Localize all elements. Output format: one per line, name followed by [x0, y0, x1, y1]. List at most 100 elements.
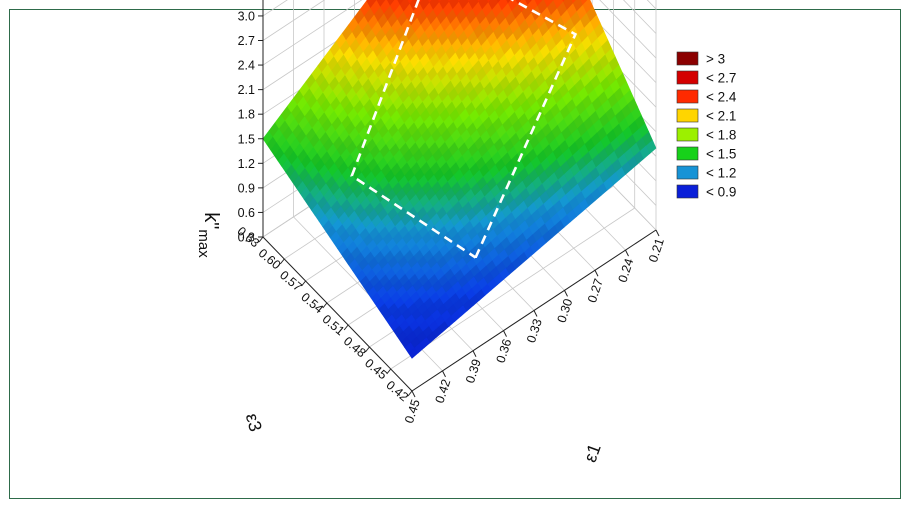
- z-axis-label-sub: max: [195, 229, 212, 258]
- z-tick-label: 1.8: [238, 108, 255, 122]
- epsilon1-tick: [655, 229, 660, 237]
- legend-label: < 1.2: [706, 166, 736, 181]
- surface-cell: [397, 0, 404, 5]
- epsilon3-tick-label: 0.45: [362, 356, 390, 382]
- epsilon3-tick: [279, 258, 285, 265]
- legend-label: < 0.9: [706, 185, 736, 200]
- z-tick-label: 1.2: [238, 157, 255, 171]
- surface-cell: [370, 0, 381, 15]
- epsilon1-tick: [472, 350, 477, 357]
- response-surface: [262, 0, 657, 359]
- surface-cell: [543, 0, 554, 8]
- surface-cell: [438, 0, 441, 3]
- surface-cell: [468, 0, 479, 10]
- epsilon3-axis-line: [262, 236, 413, 392]
- epsilon1-tick: [411, 390, 416, 398]
- epsilon3-tick: [322, 302, 328, 309]
- surface-cell: [537, 0, 548, 14]
- surface-cell: [582, 0, 594, 14]
- epsilon1-tick-label: 0.45: [402, 398, 423, 426]
- epsilon1-tick-label: 0.42: [433, 377, 454, 405]
- epsilon3-tick-label: 0.57: [277, 268, 305, 294]
- surface-cell: [525, 0, 532, 5]
- epsilon1-tick-label: 0.30: [555, 297, 576, 325]
- surface-cell: [506, 0, 511, 4]
- surface-cell: [546, 0, 558, 16]
- surface-cell: [386, 0, 395, 6]
- surface-cell: [419, 0, 430, 11]
- surface-cell: [478, 0, 489, 10]
- epsilon1-tick: [533, 310, 538, 317]
- surface-cell: [497, 0, 509, 11]
- surface-cell: [458, 0, 470, 10]
- epsilon3-tick-label: 0.60: [256, 246, 284, 272]
- surface-cell: [534, 0, 543, 6]
- z-axis-label-main: k": [200, 212, 222, 229]
- z-tick-label: 2.1: [238, 83, 255, 97]
- surface-cell: [515, 0, 522, 4]
- z-tick-label: 2.7: [238, 34, 255, 48]
- epsilon1-tick: [503, 330, 507, 337]
- epsilon3-tick: [407, 390, 413, 397]
- epsilon1-tick: [442, 370, 446, 378]
- legend-swatch: [676, 184, 699, 199]
- surface-cell: [448, 0, 460, 10]
- epsilon1-tick-label: 0.24: [616, 257, 637, 285]
- epsilon1-tick: [625, 249, 629, 257]
- legend-label: > 3: [706, 52, 725, 67]
- epsilon3-axis-label: ε3: [242, 411, 266, 434]
- epsilon1-tick-label: 0.39: [463, 357, 484, 385]
- surface-cell: [487, 0, 499, 10]
- epsilon1-tick: [564, 290, 568, 297]
- legend-label: < 1.5: [706, 147, 736, 162]
- epsilon1-tick: [594, 270, 599, 277]
- epsilon3-tick: [343, 324, 349, 331]
- surface-cell: [429, 0, 440, 10]
- legend-label: < 2.7: [706, 71, 736, 86]
- surface-cell: [580, 0, 588, 5]
- surface-cell: [553, 0, 564, 9]
- surface-cell: [407, 0, 413, 4]
- epsilon1-tick-label: 0.21: [646, 237, 667, 265]
- legend-label: < 1.8: [706, 128, 736, 143]
- z-axis: 0.30.60.91.21.51.82.12.42.73.03.3: [238, 0, 264, 245]
- z-tick-label: 3.0: [238, 9, 255, 23]
- surface-cell: [562, 0, 565, 2]
- surface-cell: [399, 0, 411, 12]
- legend-swatch: [676, 146, 699, 161]
- epsilon3-tick-label: 0.54: [298, 290, 326, 316]
- surface-cell: [572, 0, 584, 12]
- epsilon1-tick-label: 0.27: [585, 277, 606, 305]
- epsilon3-tick-label: 0.63: [234, 224, 262, 250]
- epsilon3-tick-label: 0.48: [341, 334, 369, 360]
- grid-line: [390, 207, 635, 370]
- z-axis-label: k"max: [195, 212, 222, 258]
- surface-cell: [438, 0, 450, 10]
- legend-swatch: [676, 108, 699, 123]
- surface-cell: [467, 0, 471, 2]
- z-tick-label: 1.5: [238, 132, 255, 146]
- surface-cell: [389, 0, 401, 13]
- surface-cell: [487, 0, 491, 3]
- epsilon3-tick: [301, 280, 306, 287]
- epsilon1-tick-label: 0.33: [524, 317, 545, 345]
- legend-swatch: [676, 89, 699, 104]
- legend-swatch: [676, 165, 699, 180]
- surface-cell: [376, 0, 386, 7]
- legend-swatch: [676, 70, 699, 85]
- z-tick-label: 2.4: [238, 59, 255, 73]
- legend: > 3 < 2.7 < 2.4 < 2.1 < 1.8 < 1.5 < 1.2 < 0.9: [676, 51, 737, 200]
- surface-cell: [448, 0, 451, 2]
- surface-cell: [562, 0, 574, 10]
- surface-cell: [366, 0, 377, 8]
- surface-cell: [571, 0, 576, 4]
- epsilon3-tick: [258, 236, 264, 243]
- surface-cell: [507, 0, 519, 11]
- epsilon1-axis-label: ε1: [580, 441, 605, 465]
- axis-labels: k"max ε3 ε1: [195, 212, 605, 465]
- z-tick-label: 0.3: [238, 231, 255, 245]
- grid-line: [262, 0, 657, 66]
- legend-swatch: [676, 51, 699, 66]
- legend-label: < 2.4: [706, 90, 737, 105]
